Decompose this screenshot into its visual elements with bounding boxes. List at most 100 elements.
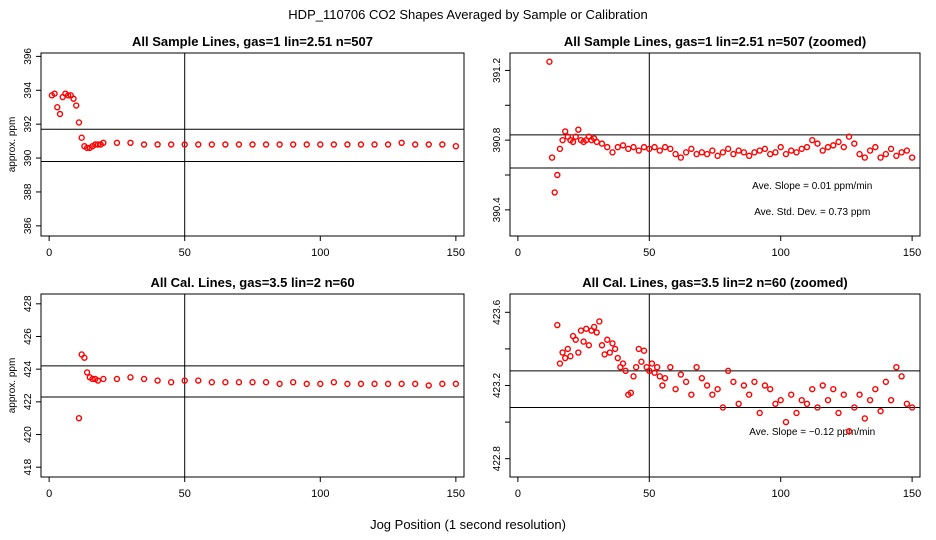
data-point [208,379,216,386]
data-point [677,371,685,378]
data-point [554,171,561,179]
data-point [656,147,664,154]
data-point [222,141,229,148]
data-point [693,364,700,371]
panel-1-y-axis-label: approx. ppm [7,117,18,173]
data-point [751,378,758,386]
panel-2-points [546,58,916,196]
data-point [814,140,821,147]
data-point [703,150,711,158]
panel-3-y-axis-label: approx. ppm [7,358,18,414]
data-point [56,110,64,118]
data-point [840,143,847,151]
data-point [127,139,134,147]
panel-2-annotation: Ave. Std. Dev. = 0.73 ppm [754,207,870,218]
panel-1-y-tick-label: 394 [23,81,34,98]
data-point [772,400,779,407]
data-point [856,150,863,158]
panel-3-y-tick-label: 426 [23,328,34,345]
data-point [303,141,310,148]
data-point [819,382,826,389]
panel-2-x-tick-label: 150 [903,247,921,259]
data-point [682,149,690,156]
panel-3-plot-frame [40,293,465,478]
data-point [83,144,91,152]
panel-1-x-tick-label: 100 [311,247,329,259]
panel-4: All Cal. Lines, gas=3.5 lin=2 n=60 (zoom… [492,275,921,500]
data-point [872,143,879,151]
data-point [724,145,732,153]
data-point [561,128,569,135]
data-point [735,400,742,407]
data-point [824,396,832,404]
data-point [598,342,606,349]
data-point [756,147,763,154]
panel-1-title: All Sample Lines, gas=1 lin=2.51 n=507 [132,34,373,49]
data-point [276,141,283,148]
data-point [887,396,895,404]
data-point [583,325,590,332]
data-point [845,133,853,140]
data-point [167,141,175,148]
data-point [803,143,811,151]
data-point [83,369,91,376]
panel-3-x-tick-label: 0 [46,488,52,500]
data-point [564,345,572,353]
data-point [569,138,577,146]
data-point [672,150,679,158]
panel-2-x-tick-label: 50 [643,247,655,259]
data-point [682,378,690,386]
data-point [622,367,629,375]
data-point [798,145,805,153]
data-point [740,382,748,389]
data-point [793,149,800,156]
data-point [614,354,621,362]
panel-1-y-tick-label: 396 [23,48,34,65]
data-point [893,152,900,160]
data-point [575,126,582,133]
data-point [580,338,587,345]
data-point [249,141,256,148]
data-point [635,345,642,353]
panel-2-annotation: Ave. Slope = 0.01 ppm/min [752,181,872,192]
data-point [908,404,916,411]
data-point [317,380,324,388]
panel-4-annotation: Ave. Slope = −0.12 ppm/min [749,427,875,438]
data-point [688,391,695,398]
data-point [861,154,869,161]
data-point [262,379,270,386]
data-point [572,336,579,343]
panel-1-x-tick-label: 50 [179,247,191,259]
data-point [567,353,574,360]
panel-1-points [48,90,460,152]
data-point [70,95,77,102]
data-point [330,379,338,386]
data-point [577,327,585,334]
panel-4-x-tick-label: 100 [772,488,790,500]
panel-2-x-tick-label: 0 [515,247,521,259]
data-point [709,147,716,154]
data-point [714,385,721,393]
data-point [653,364,661,371]
data-point [667,364,674,371]
data-point [303,380,310,388]
data-point [452,380,460,388]
data-point [766,150,774,158]
data-point [64,92,72,99]
data-point [651,369,658,376]
data-point [698,149,706,156]
data-point [798,396,805,404]
data-point [619,142,627,149]
data-point [75,119,83,126]
data-point [814,404,821,411]
data-point [154,141,161,148]
panel-4-x-tick-label: 50 [643,488,655,500]
data-point [317,141,324,148]
data-point [575,349,582,356]
panel-3-x-tick-label: 100 [311,488,329,500]
panel-1-y-tick-label: 390 [23,149,34,166]
data-point [651,143,658,151]
data-point [276,380,283,388]
data-point [856,391,863,398]
panel-1-x-tick-label: 150 [447,247,465,259]
